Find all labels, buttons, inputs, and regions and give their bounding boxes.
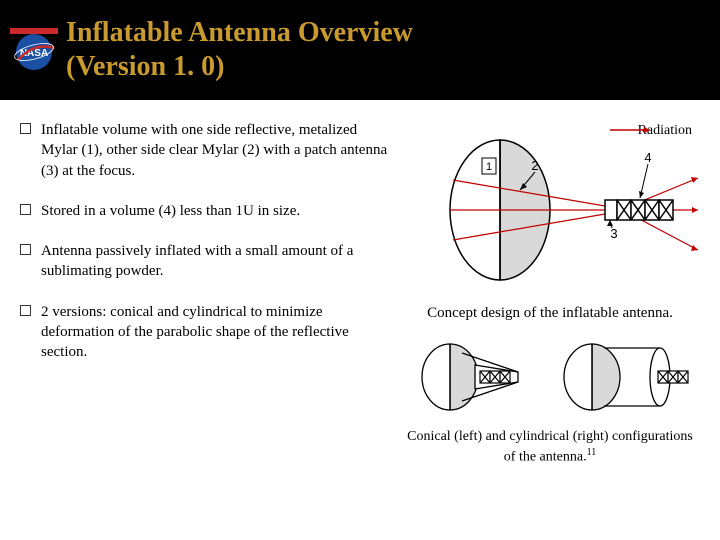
checkbox-icon — [20, 244, 31, 255]
svg-text:2: 2 — [531, 158, 538, 173]
header-bar: NASA Inflatable Antenna Overview (Versio… — [0, 0, 720, 100]
footnote-ref: 11 — [587, 447, 597, 458]
diagram2-caption: Conical (left) and cylindrical (right) c… — [400, 428, 700, 467]
bullet-text: Antenna passively inflated with a small … — [41, 241, 390, 282]
svg-text:3: 3 — [610, 226, 617, 241]
checkbox-icon — [20, 123, 31, 134]
content-area: Inflatable volume with one side reflecti… — [0, 100, 720, 467]
title-line2: (Version 1. 0) — [66, 50, 413, 84]
config-diagram — [400, 332, 700, 422]
checkbox-icon — [20, 305, 31, 316]
checkbox-icon — [20, 204, 31, 215]
bullet-item: 2 versions: conical and cylindrical to m… — [20, 302, 390, 363]
bullet-item: Inflatable volume with one side reflecti… — [20, 120, 390, 181]
page-title: Inflatable Antenna Overview (Version 1. … — [66, 16, 413, 83]
bullet-text: 2 versions: conical and cylindrical to m… — [41, 302, 390, 363]
caption2-text: Conical (left) and cylindrical (right) c… — [407, 429, 693, 465]
concept-diagram: Radiation — [400, 120, 700, 300]
nasa-logo: NASA — [10, 28, 58, 72]
diagram1-caption: Concept design of the inflatable antenna… — [400, 304, 700, 324]
bullet-text: Inflatable volume with one side reflecti… — [41, 120, 390, 181]
bullet-list: Inflatable volume with one side reflecti… — [20, 120, 390, 467]
diagram-column: Radiation — [400, 120, 700, 467]
bullet-text: Stored in a volume (4) less than 1U in s… — [41, 201, 300, 221]
title-line1: Inflatable Antenna Overview — [66, 16, 413, 50]
bullet-item: Stored in a volume (4) less than 1U in s… — [20, 201, 390, 221]
svg-text:1: 1 — [486, 161, 492, 173]
bullet-item: Antenna passively inflated with a small … — [20, 241, 390, 282]
svg-text:4: 4 — [644, 150, 651, 165]
